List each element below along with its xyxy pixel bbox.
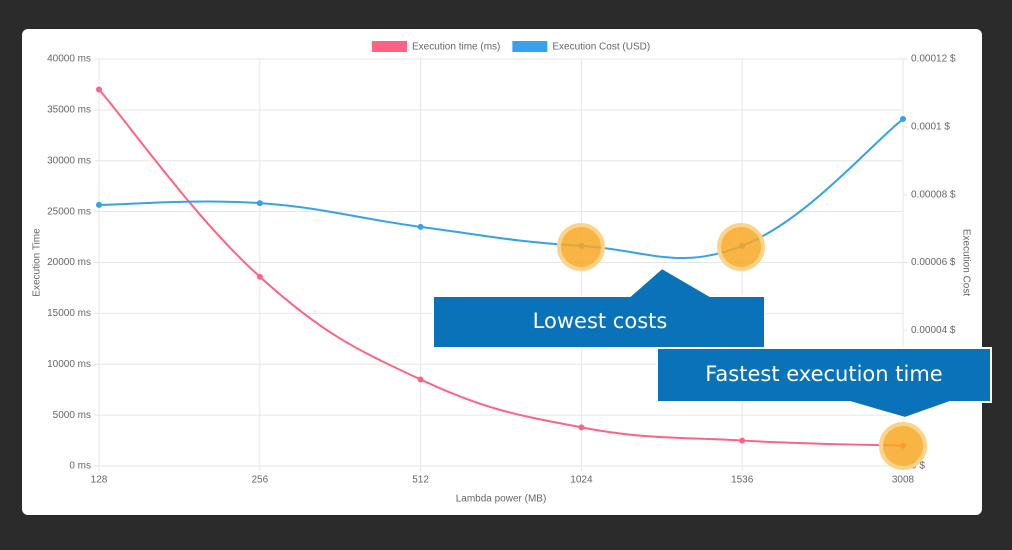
highlight [557,223,605,271]
highlight [879,422,927,470]
data-point [739,437,746,444]
y2-tick-label: 0.00004 $ [911,325,956,336]
data-point [900,116,906,123]
legend-label: Execution Cost (USD) [552,42,650,53]
callout-box [656,347,992,420]
data-point [256,273,263,280]
y-tick-label: 40000 ms [47,54,91,65]
x-tick-label: 1536 [731,475,754,486]
series-line [98,88,904,447]
series-line [98,118,904,260]
x-tick-label: 256 [251,475,268,486]
data-point [96,201,102,208]
callout-text: Lowest costs [533,309,668,333]
y-tick-label: 0 ms [69,461,91,472]
callout-fastest: Fastest execution time [656,347,992,420]
y-tick-label: 35000 ms [47,105,91,116]
y2-axis-title: Execution Cost [960,229,971,296]
legend-label: Execution time (ms) [412,42,500,53]
x-axis-title: Lambda power (MB) [456,494,547,505]
data-point [417,223,424,230]
y-tick-label: 25000 ms [47,206,91,217]
y-tick-label: 10000 ms [47,359,91,370]
callout-lowest-costs: Lowest costs [432,266,766,349]
y2-tick-label: 0.00006 $ [911,257,956,268]
y2-tick-label: 0.00012 $ [911,54,956,65]
highlights [557,223,927,470]
data-point [96,86,102,93]
legend-swatch [512,41,548,52]
y-tick-label: 15000 ms [47,308,91,319]
highlight [717,223,765,271]
y2-tick-label: 0.0001 $ [911,121,950,132]
x-tick-label: 3008 [892,475,915,486]
callout-box [432,266,766,349]
legend-swatch [372,41,407,52]
callout-text: Fastest execution time [705,362,942,386]
panel [22,29,982,515]
x-tick-label: 512 [412,475,429,486]
y-tick-label: 5000 ms [53,410,91,421]
data-point [578,424,585,431]
y-axis-title: Execution Time [32,228,43,297]
x-tick-label: 128 [91,475,108,486]
data-point [256,200,263,207]
data-point [417,376,424,383]
y-tick-label: 20000 ms [47,257,91,268]
x-tick-label: 1024 [570,475,593,486]
y-tick-label: 30000 ms [47,155,91,166]
y2-tick-label: 0.00008 $ [911,189,956,200]
y2-tick-label: 0 $ [911,461,925,472]
